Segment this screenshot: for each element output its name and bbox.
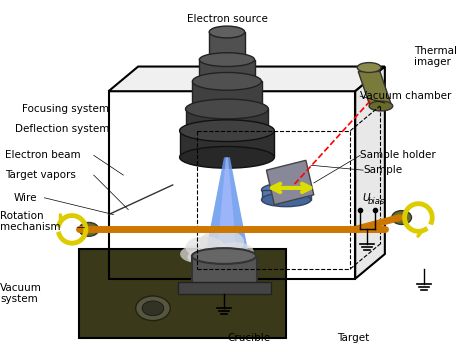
Ellipse shape xyxy=(188,247,237,267)
Text: U: U xyxy=(362,193,370,203)
Bar xyxy=(180,131,274,157)
Bar xyxy=(262,190,311,200)
Text: Vacuum
system: Vacuum system xyxy=(0,283,42,304)
Polygon shape xyxy=(109,67,385,91)
Ellipse shape xyxy=(200,229,244,255)
Text: Thermal
imager: Thermal imager xyxy=(414,46,457,67)
Bar xyxy=(109,91,355,279)
Bar xyxy=(185,109,268,131)
Text: bias: bias xyxy=(368,197,385,206)
Text: Deflection system: Deflection system xyxy=(15,124,109,134)
Ellipse shape xyxy=(79,222,99,236)
Bar xyxy=(178,282,272,293)
Polygon shape xyxy=(266,160,314,205)
Ellipse shape xyxy=(262,193,311,207)
Polygon shape xyxy=(358,71,392,106)
Ellipse shape xyxy=(200,53,255,67)
Ellipse shape xyxy=(392,211,411,225)
Ellipse shape xyxy=(180,245,215,263)
Ellipse shape xyxy=(192,72,262,90)
Text: Sample holder: Sample holder xyxy=(360,150,436,161)
Polygon shape xyxy=(217,157,237,254)
Ellipse shape xyxy=(185,121,268,141)
Text: Target: Target xyxy=(337,333,370,343)
Ellipse shape xyxy=(192,248,256,264)
Text: Rotation
mechanism: Rotation mechanism xyxy=(0,211,61,232)
Ellipse shape xyxy=(185,99,268,119)
Ellipse shape xyxy=(357,63,381,72)
Polygon shape xyxy=(205,157,249,254)
Text: Wire: Wire xyxy=(14,193,37,203)
Ellipse shape xyxy=(180,120,274,142)
Ellipse shape xyxy=(262,183,311,197)
Bar xyxy=(192,81,262,109)
Ellipse shape xyxy=(142,301,164,316)
Bar xyxy=(79,249,286,338)
Ellipse shape xyxy=(209,26,245,38)
Ellipse shape xyxy=(369,101,393,111)
Text: Crucible: Crucible xyxy=(227,333,270,343)
Polygon shape xyxy=(355,67,385,279)
Ellipse shape xyxy=(136,296,170,321)
Text: Target vapors: Target vapors xyxy=(5,170,76,180)
Bar xyxy=(192,256,256,284)
Text: Electron beam: Electron beam xyxy=(5,150,81,161)
Text: Sample: Sample xyxy=(363,165,402,175)
Text: Focusing system: Focusing system xyxy=(22,104,109,114)
Ellipse shape xyxy=(185,236,225,258)
Text: Electron source: Electron source xyxy=(187,14,267,24)
Bar xyxy=(209,32,245,57)
Text: Vacuum chamber: Vacuum chamber xyxy=(360,91,452,101)
Ellipse shape xyxy=(192,100,262,118)
Bar xyxy=(200,60,255,81)
Ellipse shape xyxy=(216,242,254,260)
Ellipse shape xyxy=(180,146,274,168)
